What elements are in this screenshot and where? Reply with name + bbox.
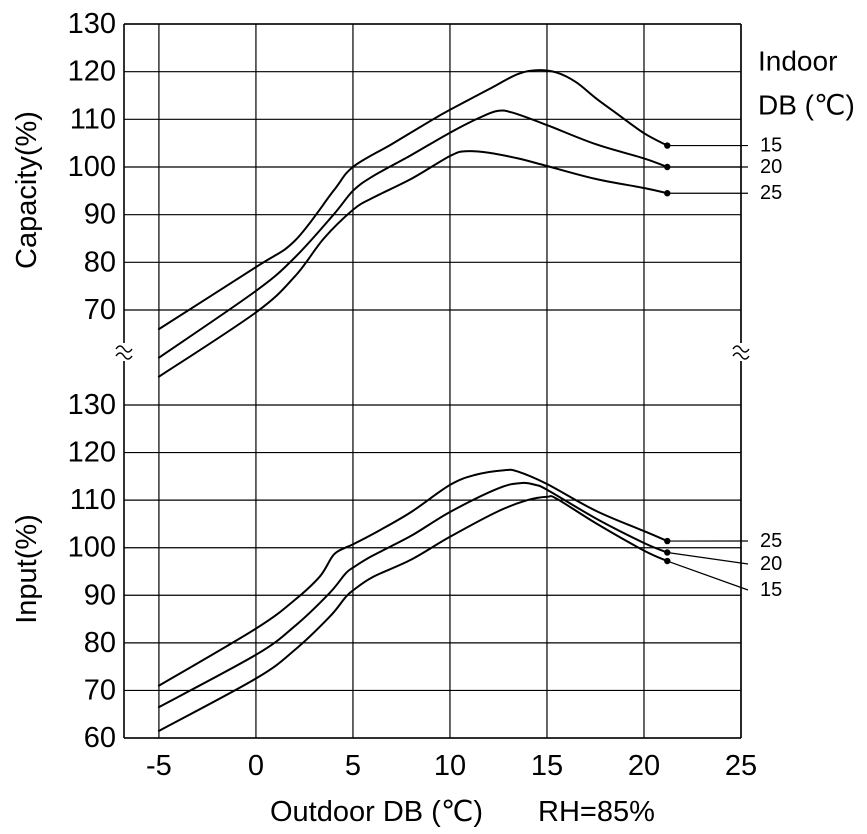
x-tick-label: 25 (725, 750, 757, 782)
input-y-tick-label: 120 (68, 437, 116, 469)
capacity-line-15 (157, 69, 669, 331)
capacity-series-label-20: 20 (760, 156, 782, 178)
capacity-y-tick-label: 110 (70, 103, 116, 135)
axis-break-right (732, 343, 750, 361)
input-series-label-15: 15 (760, 579, 782, 601)
capacity-y-tick-label: 80 (84, 246, 116, 278)
capacity-y-tick-label: 130 (68, 8, 116, 40)
series-layer (157, 69, 749, 732)
axis-break-wave (732, 345, 750, 353)
capacity-end-dot-25 (664, 190, 671, 197)
capacity-y-tick-label: 100 (68, 151, 116, 183)
legend-title-line-1: Indoor (758, 46, 837, 77)
capacity-end-dot-20 (664, 163, 671, 171)
input-series-label-25: 25 (760, 530, 782, 552)
input-y-tick-label: 80 (84, 627, 116, 659)
axis-break-mask (116, 343, 132, 361)
input-line-25 (157, 468, 669, 687)
input-y-tick-label: 60 (84, 722, 116, 754)
capacity-line-25 (157, 150, 669, 378)
input-leader-15 (667, 560, 749, 591)
legend-title-line-2: DB (℃) (758, 90, 855, 121)
input-series-label-20: 20 (760, 553, 782, 575)
x-axis-label: Outdoor DB (℃) (270, 796, 483, 828)
plot-frame (123, 23, 742, 739)
input-line-15 (157, 495, 669, 732)
capacity-line-20 (157, 109, 669, 359)
capacity-y-tick-label: 90 (84, 199, 116, 231)
axis-break-left (115, 343, 133, 361)
text-layer: 1301201101009080701520251301201101009080… (68, 8, 783, 782)
input-end-dot-25 (664, 537, 671, 545)
input-y-tick-label: 130 (68, 389, 116, 421)
input-end-dot-20 (664, 549, 671, 556)
capacity-series-label-15: 15 (760, 135, 782, 157)
capacity-end-dot-15 (664, 142, 671, 149)
capacity-y-tick-label: 120 (68, 56, 116, 88)
input-y-axis-label: Input(%) (11, 514, 43, 624)
x-tick-label: 20 (628, 750, 660, 782)
input-y-tick-label: 90 (84, 579, 116, 611)
input-end-dot-15 (664, 557, 671, 565)
x-axis-note: RH=85% (538, 796, 655, 828)
x-tick-label: 15 (531, 750, 563, 782)
input-y-tick-label: 100 (68, 532, 116, 564)
x-tick-label: 10 (434, 750, 466, 782)
capacity-y-axis-label: Capacity(%) (11, 111, 43, 269)
x-tick-label: -5 (146, 750, 172, 782)
axis-break-wave (115, 352, 133, 360)
axis-break-mask (733, 343, 749, 361)
capacity-y-tick-label: 70 (84, 294, 116, 326)
input-y-tick-label: 110 (70, 484, 116, 516)
grid-layer (124, 23, 742, 739)
input-leader-20 (667, 551, 749, 565)
axis-break-wave (115, 345, 133, 353)
axis-break-wave (732, 352, 750, 360)
capacity-series-label-25: 25 (760, 182, 782, 204)
x-tick-label: 5 (345, 750, 361, 782)
x-tick-label: 0 (248, 750, 264, 782)
input-y-tick-label: 70 (84, 674, 116, 706)
input-line-20 (157, 481, 669, 709)
